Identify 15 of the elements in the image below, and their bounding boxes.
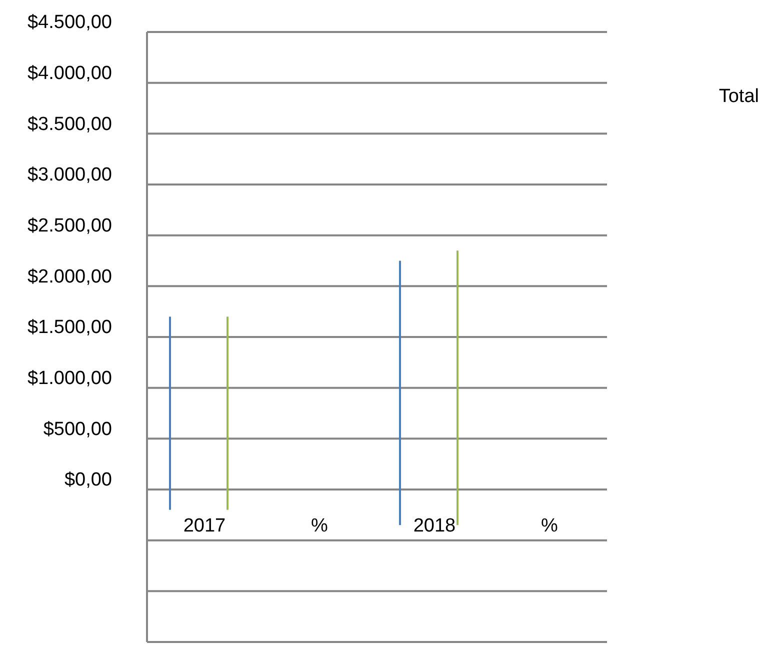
- x-tick-label: %: [311, 516, 328, 536]
- y-tick-label: $4.000,00: [27, 63, 112, 84]
- y-tick-label: $2.500,00: [27, 216, 112, 237]
- y-tick-label: $3.000,00: [27, 164, 112, 186]
- y-tick-label: $0,00: [64, 470, 112, 491]
- y-tick-label: $4.500,00: [27, 12, 112, 34]
- y-tick-label: $1.500,00: [27, 317, 112, 338]
- x-tick-label: 2017: [183, 516, 226, 536]
- y-tick-label: $1.000,00: [27, 368, 112, 390]
- y-tick-label: $500,00: [43, 418, 112, 440]
- text: Total: [718, 86, 759, 107]
- x-tick-label: %: [541, 516, 558, 536]
- y-tick-label: $2.000,00: [27, 266, 112, 288]
- y-tick-label: $3.500,00: [27, 114, 112, 135]
- x-tick-label: 2018: [413, 516, 456, 536]
